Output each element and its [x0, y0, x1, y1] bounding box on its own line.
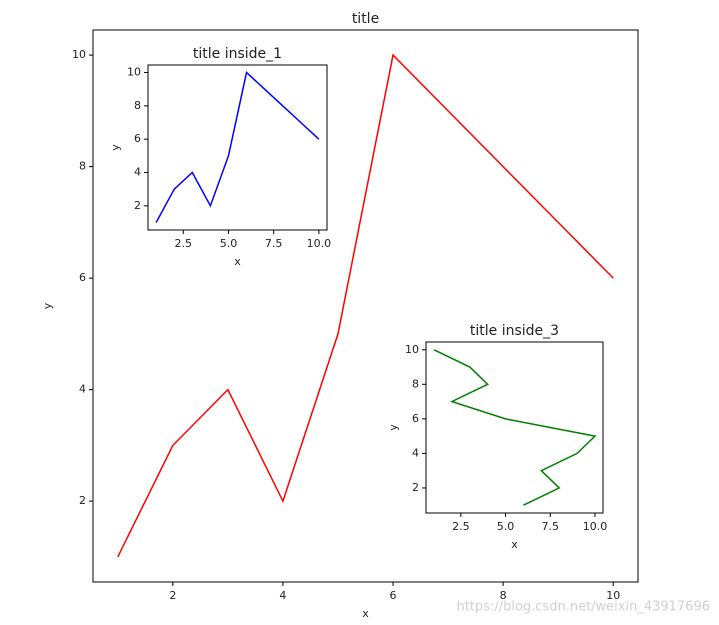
x-axis-label: x	[511, 538, 518, 551]
chart-title: title inside_3	[470, 323, 559, 339]
watermark: https://blog.csdn.net/weixin_43917696	[456, 600, 710, 615]
x-tick-label: 7.5	[542, 520, 560, 533]
x-axis-label: x	[362, 607, 369, 620]
x-tick-label: 5.0	[220, 237, 238, 250]
x-tick-label: 4	[279, 589, 286, 602]
x-tick-label: 10	[606, 589, 620, 602]
y-axis-label: y	[109, 144, 122, 151]
chart-title: title inside_1	[193, 46, 282, 62]
y-tick-label: 2	[134, 199, 141, 212]
x-tick-label: 6	[390, 589, 397, 602]
line-series	[117, 53, 614, 558]
y-axis-label: y	[387, 424, 400, 431]
y-tick-label: 10	[127, 66, 141, 79]
plot-area	[425, 341, 604, 514]
x-axis-label: x	[234, 255, 241, 268]
y-tick-label: 4	[134, 166, 141, 179]
line-series	[433, 349, 597, 506]
line-series	[155, 71, 320, 223]
y-tick-label: 4	[412, 446, 419, 459]
plot-area	[147, 64, 328, 231]
x-tick-label: 10.0	[307, 237, 332, 250]
x-tick-label: 7.5	[265, 237, 283, 250]
y-tick-label: 2	[79, 494, 86, 507]
y-tick-label: 6	[134, 132, 141, 145]
chart-title: title	[352, 11, 379, 27]
y-tick-label: 2	[412, 481, 419, 494]
y-tick-label: 8	[134, 99, 141, 112]
x-tick-label: 8	[500, 589, 507, 602]
y-tick-label: 8	[79, 160, 86, 173]
y-tick-label: 8	[412, 377, 419, 390]
x-tick-label: 5.0	[497, 520, 515, 533]
y-tick-label: 6	[79, 271, 86, 284]
y-tick-label: 6	[412, 412, 419, 425]
x-tick-label: 2.5	[175, 237, 193, 250]
y-tick-label: 10	[405, 343, 419, 356]
y-axis-label: y	[41, 302, 54, 309]
y-tick-label: 4	[79, 383, 86, 396]
y-tick-label: 10	[72, 48, 86, 61]
x-tick-label: 2.5	[452, 520, 470, 533]
x-tick-label: 10.0	[583, 520, 608, 533]
x-tick-label: 2	[169, 589, 176, 602]
